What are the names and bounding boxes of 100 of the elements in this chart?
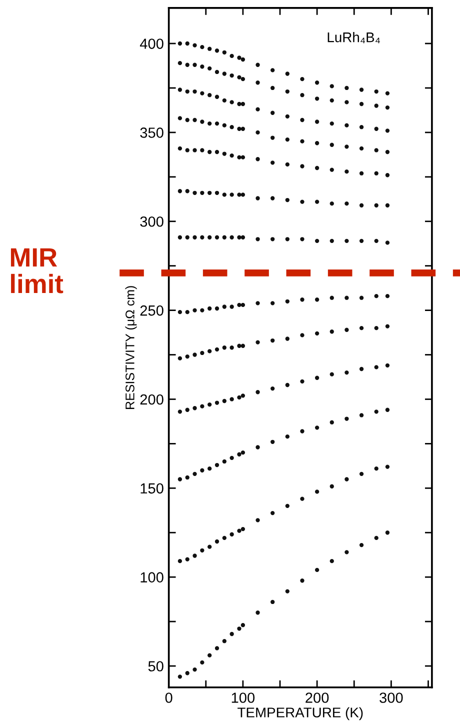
x-tick-label: 200 bbox=[306, 692, 329, 703]
point bbox=[385, 105, 390, 110]
point bbox=[222, 50, 226, 54]
point bbox=[374, 326, 378, 330]
point bbox=[208, 190, 212, 195]
point bbox=[374, 238, 378, 244]
y-tick-label: 50 bbox=[148, 661, 164, 672]
point bbox=[185, 89, 190, 94]
point bbox=[178, 674, 182, 679]
point bbox=[270, 160, 275, 165]
point bbox=[256, 107, 260, 112]
point bbox=[185, 235, 190, 240]
point bbox=[214, 121, 220, 126]
point bbox=[200, 548, 204, 552]
point bbox=[230, 532, 234, 536]
ref-line-label: MIR limit bbox=[10, 248, 64, 294]
point bbox=[314, 298, 320, 302]
point bbox=[200, 190, 204, 195]
point bbox=[178, 356, 182, 360]
x-tick-label: 0 bbox=[165, 692, 172, 703]
point bbox=[185, 475, 190, 480]
point bbox=[270, 110, 275, 115]
point bbox=[374, 203, 378, 208]
point bbox=[385, 173, 390, 178]
point bbox=[237, 528, 242, 533]
point bbox=[222, 304, 226, 309]
point bbox=[314, 331, 320, 336]
point bbox=[222, 459, 226, 464]
point bbox=[240, 155, 246, 160]
point bbox=[374, 536, 378, 540]
point bbox=[330, 142, 334, 147]
point bbox=[385, 363, 390, 368]
point bbox=[300, 333, 304, 338]
point bbox=[314, 426, 320, 430]
point bbox=[359, 326, 364, 330]
point bbox=[270, 338, 275, 343]
point bbox=[344, 328, 349, 332]
point bbox=[285, 89, 290, 94]
point bbox=[208, 66, 212, 70]
point bbox=[330, 420, 334, 424]
point bbox=[330, 98, 334, 103]
point bbox=[214, 150, 220, 154]
point bbox=[192, 667, 197, 672]
point bbox=[385, 128, 390, 133]
point bbox=[300, 298, 304, 302]
point bbox=[237, 126, 242, 131]
point bbox=[385, 294, 390, 298]
point bbox=[285, 72, 290, 76]
point bbox=[208, 46, 212, 51]
point bbox=[285, 137, 290, 142]
point bbox=[222, 639, 226, 644]
point bbox=[344, 416, 349, 421]
point bbox=[230, 125, 234, 130]
point bbox=[385, 530, 390, 535]
point bbox=[237, 56, 242, 60]
point bbox=[285, 504, 290, 508]
point bbox=[192, 472, 197, 476]
point bbox=[359, 102, 364, 106]
point bbox=[344, 296, 349, 300]
point bbox=[237, 626, 242, 631]
point bbox=[208, 653, 212, 658]
point bbox=[256, 237, 260, 242]
point bbox=[285, 589, 290, 594]
point bbox=[208, 93, 212, 98]
point bbox=[222, 192, 226, 197]
point bbox=[200, 235, 204, 240]
point bbox=[214, 306, 220, 311]
y-tick-label: 100 bbox=[140, 572, 164, 582]
point bbox=[200, 148, 204, 152]
point bbox=[240, 526, 246, 532]
point bbox=[270, 510, 275, 516]
point bbox=[237, 302, 242, 308]
point bbox=[185, 62, 190, 67]
point bbox=[230, 304, 234, 309]
point bbox=[240, 394, 246, 398]
point bbox=[300, 237, 304, 242]
point bbox=[200, 404, 204, 408]
point bbox=[240, 102, 246, 106]
point bbox=[192, 554, 197, 558]
point bbox=[314, 141, 320, 146]
point bbox=[256, 340, 260, 344]
point bbox=[344, 86, 349, 90]
y-tick-label: 350 bbox=[140, 128, 164, 138]
point bbox=[374, 466, 378, 471]
point bbox=[374, 294, 378, 298]
point bbox=[178, 558, 182, 564]
point bbox=[314, 490, 320, 494]
point bbox=[344, 169, 349, 174]
point bbox=[344, 123, 349, 128]
point bbox=[256, 301, 260, 306]
point bbox=[230, 54, 234, 58]
point bbox=[178, 477, 182, 482]
point bbox=[237, 235, 242, 240]
point bbox=[344, 550, 349, 554]
point bbox=[385, 464, 390, 469]
point bbox=[214, 235, 220, 240]
y-axis-title: RESISTIVITY (μΩ cm) bbox=[125, 286, 137, 409]
point bbox=[214, 462, 220, 468]
point bbox=[314, 96, 320, 101]
point bbox=[230, 192, 234, 197]
